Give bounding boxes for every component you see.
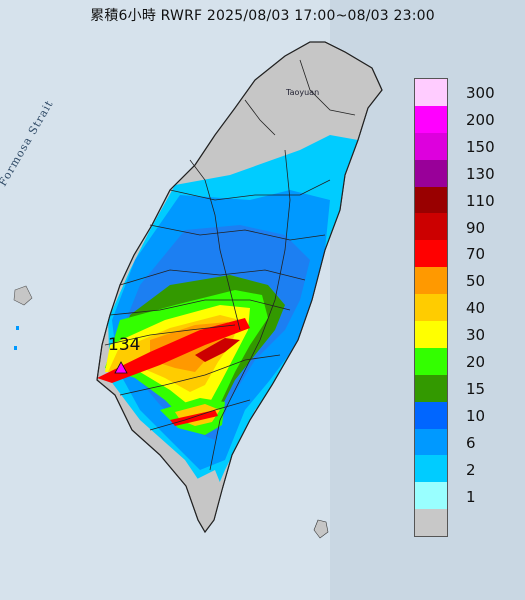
penghu-islands — [13, 285, 33, 306]
penghu-rain-mark — [16, 326, 19, 330]
legend-swatch — [415, 213, 447, 241]
legend-swatches — [414, 78, 448, 538]
legend-label: 20 — [466, 353, 486, 371]
legend-swatch — [415, 428, 447, 456]
legend-swatch — [415, 294, 447, 322]
legend-swatch — [415, 374, 447, 402]
legend-swatch — [415, 132, 447, 160]
legend-swatch — [415, 482, 447, 510]
map-title: 累積6小時 RWRF 2025/08/03 17:00~08/03 23:00 — [90, 8, 435, 24]
legend-swatch — [415, 240, 447, 268]
legend-label: 30 — [466, 326, 486, 345]
legend-label: 40 — [466, 299, 486, 318]
rain-band-heavy-2 — [195, 338, 240, 362]
legend-swatch — [415, 105, 447, 133]
dry-north — [200, 48, 375, 170]
legend-label: 10 — [466, 406, 486, 425]
rain-band-south — [170, 410, 218, 426]
legend-label: 50 — [466, 272, 486, 291]
legend-label: 6 — [466, 433, 476, 452]
legend-label: 300 — [466, 84, 495, 102]
legend-label: 130 — [466, 164, 495, 183]
legend-swatch — [415, 159, 447, 187]
legend-label: 200 — [466, 110, 495, 129]
legend-swatch — [415, 267, 447, 295]
max-value-label: 134 — [108, 335, 141, 355]
legend-swatch — [415, 401, 447, 429]
legend-label: 70 — [466, 245, 486, 264]
dry-south-tip — [195, 470, 225, 532]
taiwan-outline — [96, 41, 383, 534]
legend-swatch — [415, 79, 447, 106]
rain-band-heavy — [97, 318, 250, 383]
penghu-rain-mark-2 — [14, 346, 17, 350]
green-island — [313, 519, 329, 539]
legend-label: 2 — [466, 460, 476, 479]
legend-label: 110 — [466, 191, 495, 210]
legend-swatch — [415, 455, 447, 483]
legend-swatch — [415, 186, 447, 214]
county-boundaries — [104, 59, 356, 471]
legend-label: 1 — [466, 487, 476, 506]
place-label: Taoyuan — [286, 88, 320, 97]
legend-label: 15 — [466, 379, 486, 398]
legend-label: 150 — [466, 137, 495, 156]
legend-label: 90 — [466, 218, 486, 237]
legend-swatch — [415, 321, 447, 348]
legend-swatch — [415, 509, 447, 537]
legend-swatch — [415, 347, 447, 375]
max-rainfall-marker — [114, 361, 128, 374]
